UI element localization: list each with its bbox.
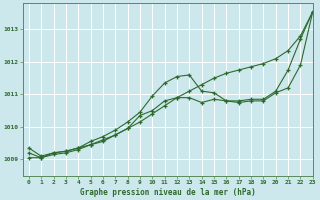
X-axis label: Graphe pression niveau de la mer (hPa): Graphe pression niveau de la mer (hPa) [80, 188, 256, 197]
